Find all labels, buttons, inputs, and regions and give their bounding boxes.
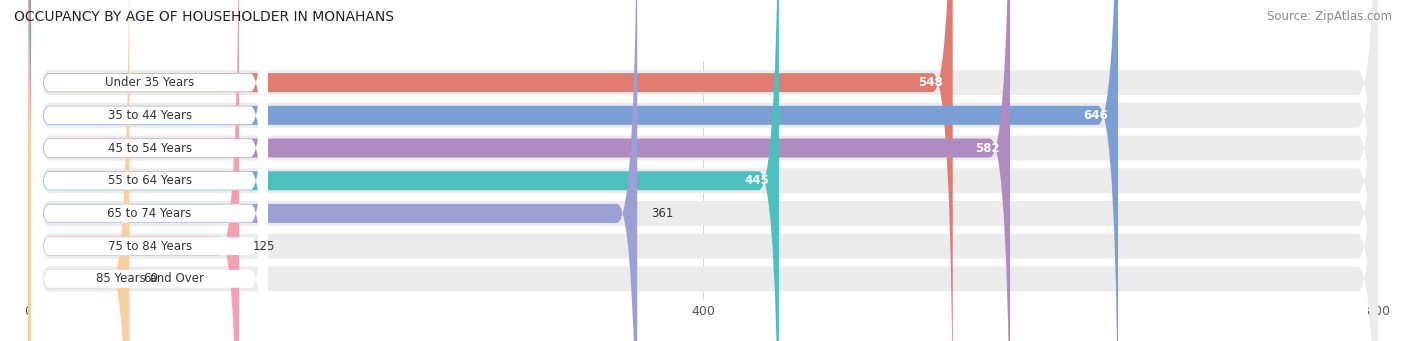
Text: 445: 445: [744, 174, 769, 187]
FancyBboxPatch shape: [28, 0, 1010, 341]
FancyBboxPatch shape: [31, 0, 267, 341]
Text: 361: 361: [651, 207, 673, 220]
FancyBboxPatch shape: [28, 0, 129, 341]
FancyBboxPatch shape: [28, 0, 1378, 341]
Text: Under 35 Years: Under 35 Years: [105, 76, 194, 89]
Text: 75 to 84 Years: 75 to 84 Years: [107, 240, 191, 253]
FancyBboxPatch shape: [28, 0, 239, 341]
FancyBboxPatch shape: [28, 0, 1118, 341]
Text: 125: 125: [253, 240, 276, 253]
Text: 45 to 54 Years: 45 to 54 Years: [107, 142, 191, 154]
Text: OCCUPANCY BY AGE OF HOUSEHOLDER IN MONAHANS: OCCUPANCY BY AGE OF HOUSEHOLDER IN MONAH…: [14, 10, 394, 24]
FancyBboxPatch shape: [31, 0, 267, 341]
FancyBboxPatch shape: [28, 0, 1378, 341]
FancyBboxPatch shape: [28, 0, 1378, 341]
Text: 85 Years and Over: 85 Years and Over: [96, 272, 204, 285]
FancyBboxPatch shape: [28, 0, 953, 341]
FancyBboxPatch shape: [31, 0, 267, 341]
FancyBboxPatch shape: [28, 0, 637, 341]
FancyBboxPatch shape: [28, 0, 1378, 341]
Text: Source: ZipAtlas.com: Source: ZipAtlas.com: [1267, 10, 1392, 23]
FancyBboxPatch shape: [28, 0, 1378, 341]
Text: 582: 582: [976, 142, 1000, 154]
FancyBboxPatch shape: [28, 0, 1378, 341]
Text: 646: 646: [1083, 109, 1108, 122]
FancyBboxPatch shape: [28, 0, 1378, 341]
FancyBboxPatch shape: [31, 0, 267, 341]
FancyBboxPatch shape: [28, 0, 779, 341]
Text: 60: 60: [143, 272, 157, 285]
Text: 55 to 64 Years: 55 to 64 Years: [107, 174, 191, 187]
FancyBboxPatch shape: [31, 0, 267, 341]
Text: 65 to 74 Years: 65 to 74 Years: [107, 207, 191, 220]
FancyBboxPatch shape: [31, 0, 267, 341]
Text: 548: 548: [918, 76, 942, 89]
FancyBboxPatch shape: [31, 0, 267, 341]
Text: 35 to 44 Years: 35 to 44 Years: [107, 109, 191, 122]
